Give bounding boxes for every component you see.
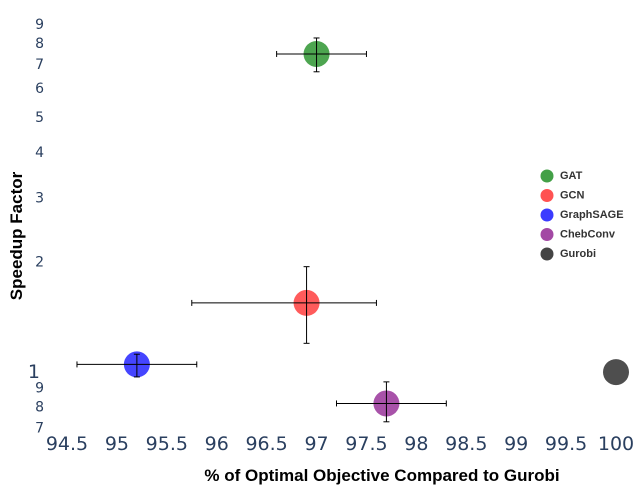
y-axis-title: Speedup Factor [7, 171, 26, 300]
legend-label: Gurobi [560, 248, 596, 260]
x-tick-label: 96 [205, 433, 229, 455]
legend: GAT GCN GraphSAGE ChebConv Gurobi [540, 169, 624, 261]
legend-marker [540, 247, 554, 261]
legend-marker [540, 189, 554, 202]
y-tick-label: 7 [35, 420, 44, 436]
legend-marker [540, 228, 554, 241]
legend-label: GCN [560, 190, 585, 202]
series-point-group [76, 351, 198, 378]
y-tick-label: 6 [35, 81, 44, 97]
y-tick-label: 2 [35, 255, 44, 271]
legend-item[interactable]: GAT [540, 169, 583, 183]
x-tick-label: 95.5 [146, 433, 188, 455]
y-tick-label: 4 [35, 145, 44, 161]
legend-item[interactable]: GraphSAGE [540, 208, 624, 222]
y-tick-label: 9 [35, 17, 44, 33]
y-tick-label: 9 [35, 381, 44, 397]
series-point-group [603, 359, 629, 386]
series-point-group [191, 266, 377, 344]
x-tick-label: 95 [105, 433, 129, 455]
series-point-group [336, 381, 447, 423]
x-tick-label: 98 [404, 433, 428, 455]
legend-marker [540, 208, 554, 222]
legend-label: ChebConv [560, 229, 616, 241]
data-point [603, 359, 629, 386]
y-tick-label: 1 [28, 361, 40, 383]
x-tick-label: 99 [504, 433, 528, 455]
x-tick-label: 97.5 [345, 433, 387, 455]
y-tick-label: 7 [35, 57, 44, 73]
y-tick-label: 5 [35, 110, 44, 126]
x-axis-title: % of Optimal Objective Compared to Gurob… [204, 466, 559, 485]
series-point-group [276, 37, 367, 73]
plot-area [76, 37, 629, 423]
y-tick-label: 8 [35, 36, 44, 52]
legend-item[interactable]: ChebConv [540, 228, 616, 241]
x-tick-label: 100 [598, 433, 634, 455]
x-tick-label: 94.5 [46, 433, 88, 455]
x-tick-label: 98.5 [445, 433, 487, 455]
x-tick-label: 97 [304, 433, 328, 455]
x-tick-label: 96.5 [245, 433, 287, 455]
legend-item[interactable]: GCN [540, 189, 585, 202]
y-tick-label: 3 [35, 191, 44, 207]
legend-label: GraphSAGE [560, 209, 624, 221]
legend-label: GAT [560, 170, 583, 182]
legend-item[interactable]: Gurobi [540, 247, 597, 261]
x-tick-label: 99.5 [545, 433, 587, 455]
y-tick-label: 8 [35, 399, 44, 415]
x-axis-ticks: 94.5 95 95.5 96 96.5 97 97.5 98 98.5 99 99.5 100 [46, 433, 634, 455]
legend-marker [540, 169, 554, 183]
